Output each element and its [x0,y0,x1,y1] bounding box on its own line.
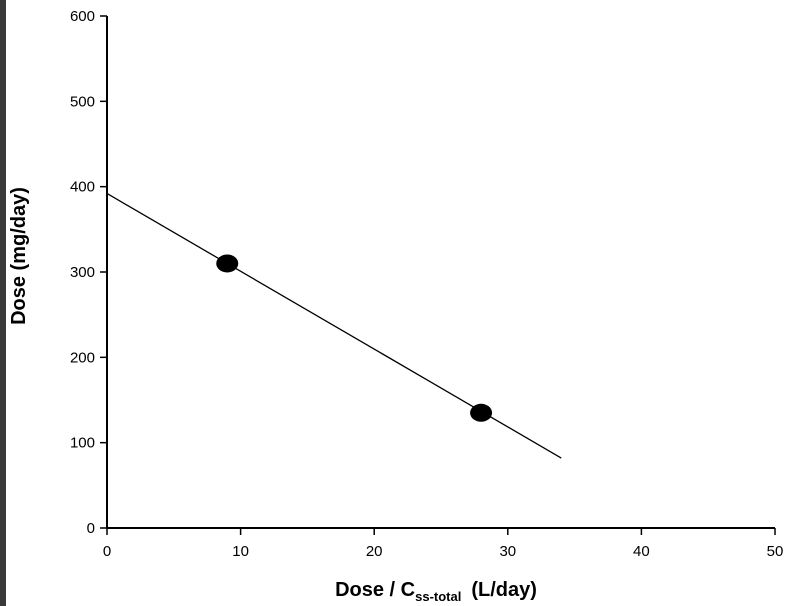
x-axis: 0 10 20 30 40 50 [103,527,784,560]
y-tick-label: 200 [70,349,95,366]
data-point [216,254,239,273]
x-axis-title: Dose / Css-total (L/day) [335,579,537,604]
x-tick-label: 30 [499,543,516,560]
y-tick-label: 400 [70,179,95,196]
regression-line [106,192,562,459]
chart-marks [106,192,562,459]
x-tick-label: 0 [103,543,111,560]
x-tick-label: 20 [366,543,383,560]
x-tick-label: 50 [767,543,784,560]
x-tick-label: 40 [633,543,650,560]
y-tick-label: 300 [70,264,95,281]
x-tick-label: 10 [232,543,249,560]
y-axis: 0 100 200 300 400 500 600 [70,8,108,537]
y-tick-label: 600 [70,8,95,25]
data-point [470,403,493,422]
y-axis-title: Dose (mg/day) [8,187,30,325]
window-edge [0,0,6,606]
y-tick-label: 500 [70,93,95,110]
y-tick-label: 100 [70,435,95,452]
y-tick-label: 0 [87,520,95,537]
